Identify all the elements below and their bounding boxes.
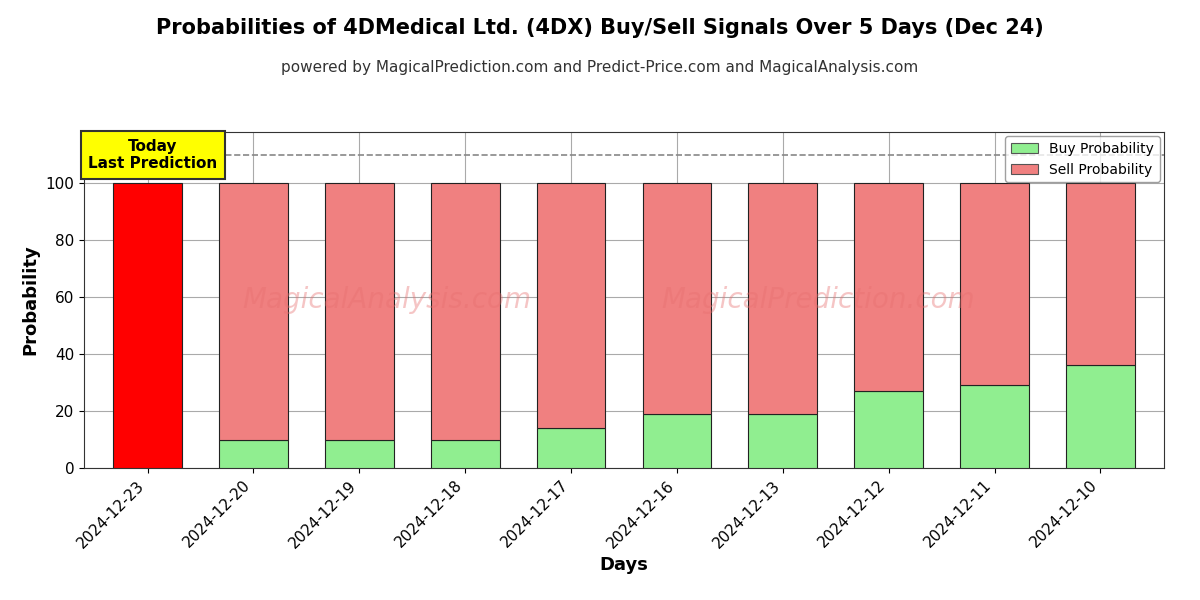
Bar [113, 183, 182, 468]
Bar [536, 183, 606, 428]
Bar [431, 183, 499, 440]
Bar [325, 183, 394, 440]
Text: Today
Last Prediction: Today Last Prediction [88, 139, 217, 171]
Text: MagicalAnalysis.com: MagicalAnalysis.com [242, 286, 530, 314]
Bar [642, 414, 712, 468]
Bar [325, 440, 394, 468]
Legend: Buy Probability, Sell Probability: Buy Probability, Sell Probability [1004, 136, 1160, 182]
Text: MagicalPrediction.com: MagicalPrediction.com [661, 286, 976, 314]
Bar [854, 183, 923, 391]
Bar [960, 183, 1030, 385]
Bar [854, 391, 923, 468]
Bar [1066, 183, 1135, 365]
Text: powered by MagicalPrediction.com and Predict-Price.com and MagicalAnalysis.com: powered by MagicalPrediction.com and Pre… [281, 60, 919, 75]
X-axis label: Days: Days [600, 556, 648, 574]
Y-axis label: Probability: Probability [22, 245, 40, 355]
Bar [220, 440, 288, 468]
Bar [642, 183, 712, 414]
Text: Probabilities of 4DMedical Ltd. (4DX) Buy/Sell Signals Over 5 Days (Dec 24): Probabilities of 4DMedical Ltd. (4DX) Bu… [156, 18, 1044, 38]
Bar [220, 183, 288, 440]
Bar [960, 385, 1030, 468]
Bar [1066, 365, 1135, 468]
Bar [749, 183, 817, 414]
Bar [431, 440, 499, 468]
Bar [749, 414, 817, 468]
Bar [536, 428, 606, 468]
